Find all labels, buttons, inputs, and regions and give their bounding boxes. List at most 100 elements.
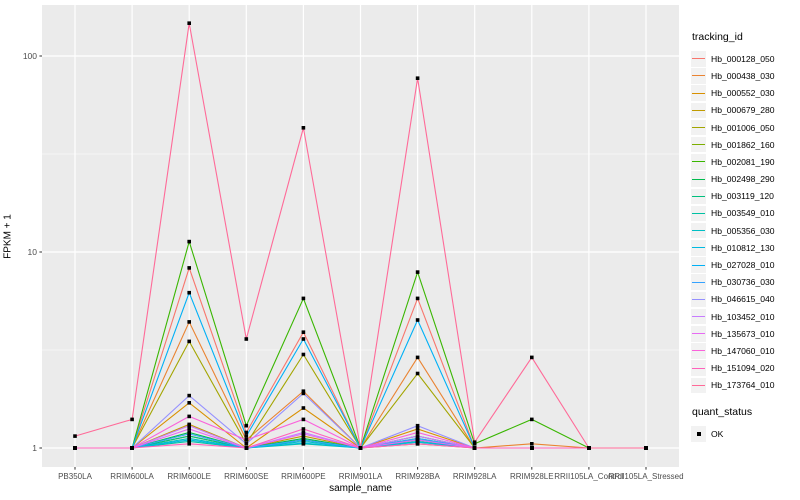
data-point [530,446,534,450]
legend-key-line-icon [691,136,706,153]
legend-item-label: Hb_151094_020 [711,363,775,374]
data-point [244,423,249,428]
data-point [187,290,191,295]
x-tick-label: RRIM928LA [453,472,497,481]
data-point [301,352,306,357]
data-point [187,401,191,405]
legend-item: Hb_005356_030 [691,222,799,239]
legend-item: Hb_003549_010 [691,205,799,222]
data-point [415,318,420,322]
data-point [415,430,420,435]
data-point [187,21,191,25]
data-point [73,434,77,438]
legend-item: Hb_103452_010 [691,308,799,325]
legend-key-square-icon [691,426,706,442]
data-point [301,337,306,341]
legend-key-line-icon [691,360,706,376]
data-point [301,427,306,431]
legend-item-label: Hb_001862_160 [711,139,775,150]
data-point [472,446,477,450]
data-point [244,337,249,341]
data-point [73,446,77,450]
data-point [187,423,191,428]
legend-key-line-icon [691,205,706,222]
legend-item-label: Hb_030736_030 [711,277,775,288]
data-point [358,446,363,450]
data-point [187,427,191,431]
data-point [187,442,191,446]
data-point [415,427,420,431]
data-point [244,442,249,446]
legend-items: Hb_000128_050 Hb_000438_030 Hb_000552_030 H… [691,51,799,394]
data-point [187,239,191,244]
data-point [301,441,306,445]
legend-item: Hb_000438_030 [691,68,799,84]
x-tick-label: RRIM901LA [339,472,383,481]
data-point [472,440,477,444]
legend-item-label: Hb_027028_010 [711,260,775,270]
legend-item: Hb_010812_130 [691,240,799,256]
x-tick-label: RRII105LA_Control [554,472,624,481]
data-point [187,434,191,438]
data-point [530,355,534,360]
data-point [530,417,534,422]
data-point [187,432,191,436]
legend-key-line-icon [691,257,706,273]
data-point [244,438,249,442]
legend-key-line-icon [691,240,706,256]
legend-key-line-icon [691,119,706,136]
legend-item: Hb_147060_010 [691,343,799,359]
data-point [415,442,420,446]
data-point [244,430,249,435]
legend-item: Hb_002498_290 [691,171,799,187]
legend-item: Hb_003119_120 [691,188,799,204]
y-tick-label: 1 [32,443,37,453]
data-point [130,446,134,450]
x-tick-label: PB350LA [58,472,92,481]
legend-item: Hb_030736_030 [691,274,799,290]
y-axis-title: FPKM + 1 [2,214,14,259]
x-tick-label: RRIM928LE [510,472,554,481]
legend-item-label: Hb_003549_010 [711,208,775,219]
y-tick-label: 100 [23,51,37,61]
data-point [244,446,249,450]
legend-key-line-icon [691,291,706,308]
legend-item: Hb_000128_050 [691,51,799,67]
legend-key-line-icon [691,343,706,359]
legend-item-label: Hb_103452_010 [711,311,775,322]
data-point [415,296,420,301]
legend-item-label: Hb_001006_050 [711,122,775,133]
data-point [301,434,306,438]
data-point [187,438,191,442]
data-point [301,438,306,442]
legend-item-label: OK [711,428,724,439]
legend-key-line-icon [691,85,706,101]
legend-key-line-icon [691,377,706,394]
legend-item-label: Hb_002498_290 [711,174,775,185]
legend-key-line-icon [691,308,706,325]
data-point [301,389,306,393]
y-tick-label: 10 [28,247,38,257]
legend-item-label: Hb_000552_030 [711,88,775,99]
legend-item-label: Hb_005356_030 [711,225,775,236]
legend-quant-status: quant_status OK [691,406,799,442]
data-point [415,423,420,428]
legend-item-label: Hb_135673_010 [711,328,775,339]
legend-key-line-icon [691,51,706,67]
legend-item: Hb_002081_190 [691,154,799,170]
data-point [644,446,648,450]
data-point [301,417,306,422]
legend-key-line-icon [691,154,706,170]
legend-key-line-icon [691,188,706,204]
data-point [301,432,306,436]
legend-title-quant-status: quant_status [692,406,753,419]
data-point [415,434,420,438]
data-point [301,126,306,130]
legend-item-ok: OK [691,426,799,442]
legend-item: Hb_046615_040 [691,291,799,308]
legend-item: Hb_001862_160 [691,136,799,153]
x-tick-label: RRIM600SE [224,472,268,481]
data-point [301,296,306,301]
